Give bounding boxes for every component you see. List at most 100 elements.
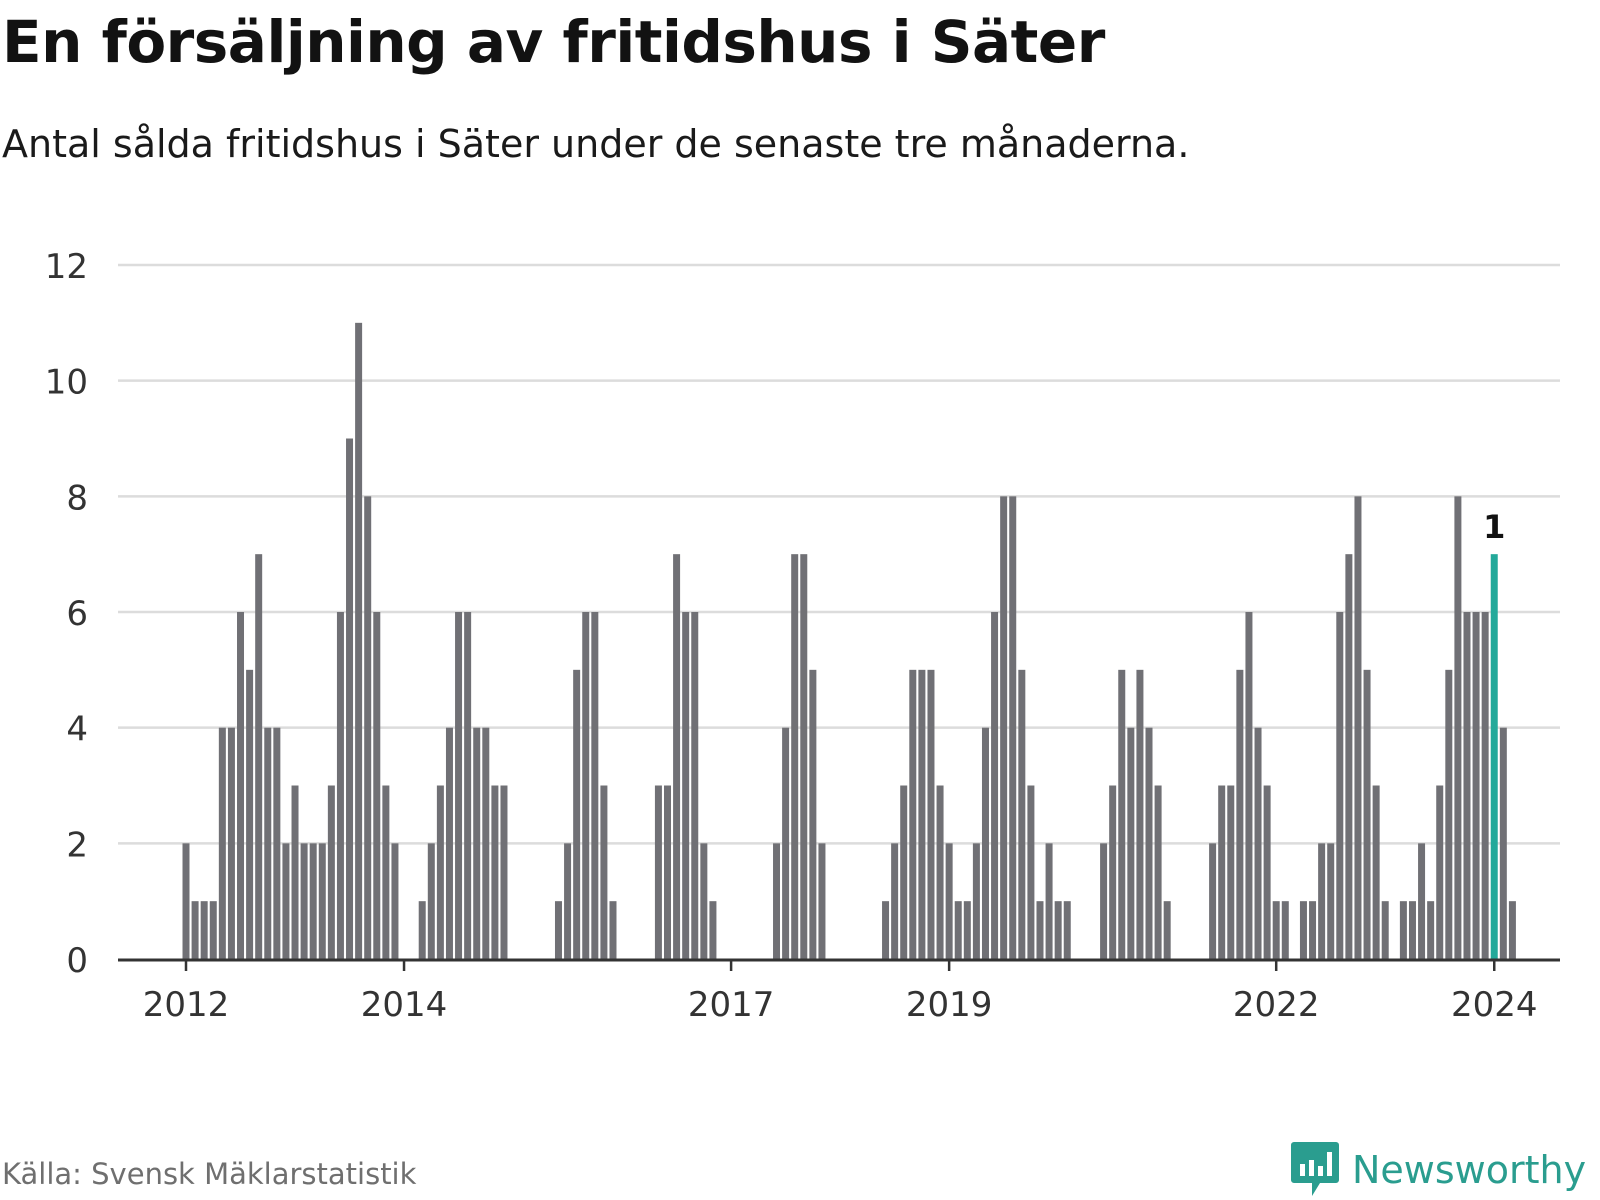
bar [427, 843, 435, 959]
bar [382, 785, 390, 959]
bar [782, 727, 790, 959]
bar [1254, 727, 1262, 959]
bar [691, 612, 699, 959]
bar [1408, 901, 1416, 959]
bar [327, 785, 335, 959]
bar [927, 669, 935, 959]
highlight-bar [1490, 554, 1498, 959]
bar [1354, 496, 1362, 959]
y-tick-label: 10 [45, 363, 88, 403]
bar [1227, 785, 1235, 959]
bar [591, 612, 599, 959]
bar [318, 843, 326, 959]
chart-title: En försäljning av fritidshus i Säter [2, 8, 1105, 76]
y-tick-label: 12 [45, 247, 88, 287]
bar [909, 669, 917, 959]
bar [1036, 901, 1044, 959]
bar [445, 727, 453, 959]
bar [609, 901, 617, 959]
bar [1327, 843, 1335, 959]
x-tick-label: 2017 [688, 985, 775, 1020]
bar [1236, 669, 1244, 959]
bar [791, 554, 799, 959]
bar [309, 843, 317, 959]
bar [673, 554, 681, 959]
bar [809, 669, 817, 959]
bar [1263, 785, 1271, 959]
bar [1281, 901, 1289, 959]
bar [682, 612, 690, 959]
bar [191, 901, 199, 959]
bar [918, 669, 926, 959]
y-axis-ticks: 0 2 4 6 8 10 12 [45, 247, 88, 981]
bar [1218, 785, 1226, 959]
bar [1508, 901, 1516, 959]
bar [218, 727, 226, 959]
gridlines [118, 263, 1560, 845]
bar [891, 843, 899, 959]
bar [1318, 843, 1326, 959]
y-tick-label: 0 [66, 941, 88, 981]
bar [282, 843, 290, 959]
bar [1145, 727, 1153, 959]
bar [1209, 843, 1217, 959]
bar [291, 785, 299, 959]
bar-chart: 0 2 4 6 8 10 12 2012 2014 2017 2019 2022 2024 1 [45, 247, 1560, 1020]
bar [227, 727, 235, 959]
bar [1336, 612, 1344, 959]
bar [991, 612, 999, 959]
bar [1381, 901, 1389, 959]
bar [1454, 496, 1462, 959]
y-tick-label: 4 [66, 710, 88, 750]
bar [1427, 901, 1435, 959]
bar [336, 612, 344, 959]
bar [1127, 727, 1135, 959]
brand-logo: Newsworthy [1290, 1140, 1586, 1200]
bar [700, 843, 708, 959]
bar [464, 612, 472, 959]
brand-name: Newsworthy [1352, 1148, 1587, 1192]
bar [1445, 669, 1453, 959]
bar [1018, 669, 1026, 959]
bar [963, 901, 971, 959]
bar [1054, 901, 1062, 959]
bar [1463, 612, 1471, 959]
source-note: Källa: Svensk Mäklarstatistik [2, 1157, 417, 1191]
bar [1109, 785, 1117, 959]
bar [273, 727, 281, 959]
bar [818, 843, 826, 959]
x-tick-label: 2019 [906, 985, 993, 1020]
bar [500, 785, 508, 959]
bar [773, 843, 781, 959]
bar [981, 727, 989, 959]
bar [373, 612, 381, 959]
bar [582, 612, 590, 959]
bar [1436, 785, 1444, 959]
y-tick-label: 2 [66, 825, 88, 865]
bar [246, 669, 254, 959]
y-tick-label: 6 [66, 594, 88, 634]
bar [800, 554, 808, 959]
bar [300, 843, 308, 959]
bar [491, 785, 499, 959]
bar [346, 438, 354, 959]
bar [1027, 785, 1035, 959]
bar [1063, 901, 1071, 959]
bar [209, 901, 217, 959]
x-tick-label: 2024 [1451, 985, 1538, 1020]
bar [364, 496, 372, 959]
highlight-value-label: 1 [1483, 508, 1505, 546]
bar [1472, 612, 1480, 959]
y-tick-label: 8 [66, 478, 88, 518]
bar [1245, 612, 1253, 959]
bar [664, 785, 672, 959]
x-tick-label: 2022 [1233, 985, 1320, 1020]
newsworthy-logo-icon [1291, 1142, 1339, 1196]
bar [1000, 496, 1008, 959]
bar [1481, 612, 1489, 959]
bar [237, 612, 245, 959]
chart-subtitle: Antal sålda fritidshus i Säter under de … [2, 122, 1190, 166]
bar [972, 843, 980, 959]
bar [255, 554, 263, 959]
bar [900, 785, 908, 959]
